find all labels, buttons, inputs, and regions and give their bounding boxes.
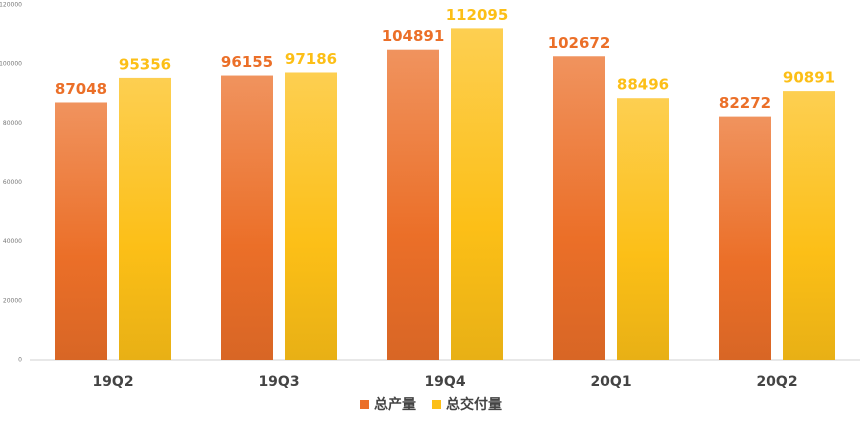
- x-tick-label: 19Q2: [92, 374, 133, 390]
- bar: [617, 98, 669, 360]
- x-tick-label: 20Q2: [756, 374, 797, 390]
- value-label: 104891: [382, 27, 445, 45]
- value-label: 90891: [783, 69, 835, 87]
- value-label: 95356: [119, 55, 171, 73]
- bar: [553, 56, 605, 361]
- value-label: 88496: [617, 76, 669, 94]
- y-tick-label: 80000: [3, 120, 22, 127]
- legend-swatch: [432, 400, 441, 409]
- legend-label: 总产量: [374, 396, 416, 413]
- x-tick-label: 19Q4: [424, 374, 465, 390]
- bar: [119, 77, 171, 361]
- x-tick-label: 19Q3: [258, 374, 299, 390]
- y-tick-label: 40000: [3, 238, 22, 245]
- value-label: 102672: [548, 34, 611, 52]
- value-label: 112095: [446, 6, 509, 24]
- value-label: 87048: [55, 80, 107, 98]
- bar: [451, 28, 503, 361]
- value-label: 96155: [221, 53, 273, 71]
- y-tick-label: 120000: [0, 2, 22, 9]
- value-label: 82272: [719, 94, 771, 112]
- bar: [221, 75, 273, 361]
- bar: [783, 91, 835, 360]
- y-tick-label: 0: [18, 357, 22, 364]
- bar: [55, 102, 107, 360]
- x-tick-label: 20Q1: [590, 374, 631, 390]
- legend-label: 总交付量: [446, 396, 502, 413]
- value-label: 97186: [285, 50, 337, 68]
- y-tick-label: 20000: [3, 297, 22, 304]
- bar: [285, 72, 337, 360]
- y-tick-label: 100000: [0, 61, 22, 68]
- bar: [387, 49, 439, 361]
- bar: [719, 116, 771, 360]
- legend-swatch: [360, 400, 369, 409]
- y-tick-label: 60000: [3, 179, 22, 186]
